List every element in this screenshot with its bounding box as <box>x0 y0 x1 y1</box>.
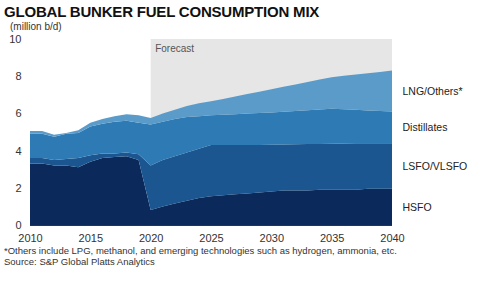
svg-text:LSFO/VLSFO: LSFO/VLSFO <box>403 160 468 172</box>
html-text:Source: S&P Global Platts Anal: Source: S&P Global Platts Analytics <box>4 256 155 267</box>
html-text:*Others include LPG, methanol,: *Others include LPG, methanol, and emerg… <box>4 245 397 256</box>
svg-text:2025: 2025 <box>199 232 223 244</box>
svg-text:2040: 2040 <box>380 232 404 244</box>
svg-text:10: 10 <box>9 33 21 45</box>
svg-text:2020: 2020 <box>139 232 163 244</box>
svg-text:HSFO: HSFO <box>403 201 432 213</box>
svg-text:2015: 2015 <box>79 232 103 244</box>
svg-text:Distillates: Distillates <box>403 121 448 133</box>
html-text:(million b/d): (million b/d) <box>10 21 62 32</box>
html-text:GLOBAL BUNKER FUEL CONSUMPTION: GLOBAL BUNKER FUEL CONSUMPTION MIX <box>4 3 320 20</box>
svg-text:LNG/Others*: LNG/Others* <box>403 85 463 97</box>
svg-text:2010: 2010 <box>18 232 42 244</box>
svg-text:2030: 2030 <box>260 232 284 244</box>
svg-text:0: 0 <box>15 219 21 231</box>
svg-text:Forecast: Forecast <box>155 43 194 54</box>
svg-text:2035: 2035 <box>320 232 344 244</box>
svg-text:2: 2 <box>15 182 21 194</box>
svg-text:4: 4 <box>15 145 21 157</box>
svg-text:8: 8 <box>15 70 21 82</box>
svg-text:6: 6 <box>15 107 21 119</box>
